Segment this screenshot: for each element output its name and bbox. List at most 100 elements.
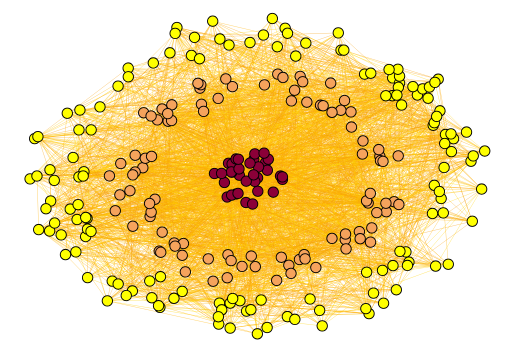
- graph-edge: [54, 180, 366, 309]
- graph-edge: [208, 201, 395, 260]
- graph-edge: [73, 75, 400, 158]
- graph-edge: [257, 191, 360, 232]
- graph-edge: [288, 76, 301, 266]
- graph-edge: [174, 173, 222, 244]
- graph-edge: [176, 27, 445, 144]
- graph-node-middle: [129, 149, 141, 161]
- graph-edge: [54, 222, 163, 233]
- graph-node-outer: [154, 271, 167, 283]
- graph-node-outer: [261, 321, 273, 334]
- graph-edge: [230, 133, 452, 304]
- graph-edge: [232, 202, 247, 299]
- graph-edge: [150, 212, 377, 217]
- graph-edge: [281, 100, 345, 258]
- graph-edge: [287, 33, 439, 80]
- graph-edge: [282, 86, 414, 180]
- graph-edge: [150, 216, 346, 240]
- graph-edge: [245, 133, 452, 203]
- graph-edge: [235, 33, 288, 159]
- graph-edge: [281, 76, 301, 258]
- graph-node-middle: [277, 71, 289, 84]
- graph-edge: [331, 86, 414, 239]
- graph-edge: [181, 104, 202, 256]
- graph-edge: [225, 78, 372, 229]
- graph-edge: [175, 33, 446, 135]
- graph-edge: [54, 222, 159, 306]
- graph-edge: [120, 163, 162, 253]
- graph-edge: [120, 121, 169, 164]
- graph-edge: [50, 200, 159, 306]
- graph-edge: [132, 174, 306, 260]
- graph-edge: [284, 28, 331, 84]
- graph-edge: [214, 173, 317, 268]
- graph-edge: [54, 38, 221, 181]
- graph-edge: [231, 90, 295, 164]
- graph-edge: [213, 265, 408, 282]
- graph-edge: [128, 76, 161, 277]
- graph-edge: [299, 76, 371, 194]
- graph-edge: [261, 299, 366, 309]
- graph-edge: [182, 196, 228, 256]
- graph-edge: [171, 104, 233, 165]
- graph-node-outer: [223, 39, 235, 51]
- graph-edge: [231, 194, 410, 263]
- graph-edge: [54, 116, 437, 224]
- graph-node-outer: [85, 225, 97, 238]
- graph-edge: [199, 88, 228, 278]
- graph-node-middle: [145, 110, 157, 122]
- graph-edge: [282, 176, 346, 235]
- graph-edge: [254, 100, 292, 155]
- graph-edge: [157, 119, 175, 244]
- graph-edge: [232, 98, 429, 299]
- graph-node-middle: [338, 94, 351, 107]
- graph-node-outer: [442, 258, 454, 270]
- graph-edge: [290, 76, 301, 274]
- graph-edge: [65, 199, 156, 255]
- graph-edge: [288, 149, 379, 266]
- graph-edge: [252, 202, 369, 205]
- graph-node-outer: [224, 322, 236, 334]
- graph-edge: [227, 161, 384, 255]
- graph-edge: [212, 20, 278, 47]
- graph-edge: [261, 272, 367, 301]
- graph-edge: [306, 102, 369, 204]
- graph-node-middle: [380, 197, 392, 209]
- graph-edge: [72, 157, 243, 267]
- graph-node-outer: [437, 207, 449, 219]
- graph-edge: [174, 33, 199, 84]
- graph-edge: [171, 100, 292, 121]
- graph-node-middle: [245, 250, 257, 262]
- graph-node-outer: [460, 126, 473, 138]
- graph-node-core: [215, 167, 228, 180]
- graph-edge: [162, 73, 278, 110]
- graph-edge: [149, 55, 192, 217]
- graph-edge: [167, 121, 229, 255]
- graph-edge: [200, 84, 233, 164]
- graph-edge: [227, 204, 399, 255]
- graph-edge: [253, 84, 265, 160]
- graph-edge: [201, 104, 360, 232]
- graph-edge: [54, 153, 363, 224]
- graph-node-middle: [285, 267, 297, 280]
- graph-node-core: [247, 169, 260, 181]
- graph-edge: [109, 175, 371, 243]
- graph-edge: [239, 175, 300, 260]
- graph-edge: [171, 73, 278, 106]
- graph-edge: [254, 153, 377, 213]
- graph-edge: [149, 203, 346, 235]
- graph-edge: [160, 276, 214, 282]
- graph-edge: [263, 100, 292, 154]
- graph-node-outer: [257, 29, 270, 41]
- graph-edge: [212, 255, 252, 282]
- graph-edge: [322, 105, 367, 201]
- graph-edge: [199, 87, 395, 203]
- graph-edge: [87, 193, 239, 230]
- graph-node-outer: [360, 266, 373, 278]
- graph-edge: [303, 86, 414, 255]
- graph-edge: [253, 159, 440, 192]
- graph-edge: [263, 152, 371, 194]
- graph-edge: [60, 234, 108, 302]
- graph-edge: [174, 227, 372, 244]
- graph-edge: [208, 191, 274, 260]
- graph-edge: [151, 211, 316, 268]
